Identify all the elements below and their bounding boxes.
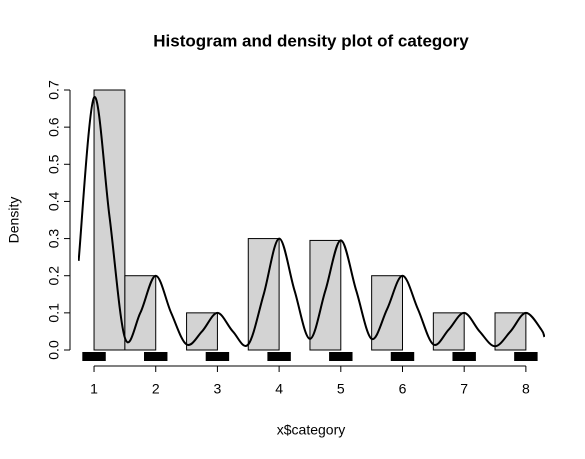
y-tick-label: 0.5 (46, 154, 62, 174)
x-tick-label: 3 (214, 381, 222, 397)
x-tick-label: 2 (152, 381, 160, 397)
x-tick-label: 7 (460, 381, 468, 397)
rug-mark (329, 352, 353, 361)
rug-mark (267, 352, 291, 361)
rug-mark (514, 352, 538, 361)
y-tick-label: 0.2 (46, 266, 62, 286)
y-tick-label: 0.7 (46, 80, 62, 100)
y-tick-label: 0.3 (46, 229, 62, 249)
rug-mark (82, 352, 106, 361)
density-line (78, 96, 545, 348)
rug-mark (144, 352, 168, 361)
x-tick-label: 8 (522, 381, 530, 397)
x-tick-label: 6 (399, 381, 407, 397)
rug-mark (452, 352, 476, 361)
y-axis-label: Density (6, 197, 22, 244)
rug-mark (205, 352, 230, 361)
y-tick-label: 0.1 (46, 303, 62, 323)
y-tick-label: 0.6 (46, 117, 62, 137)
rug-mark (390, 352, 415, 361)
x-axis-label: x$category (277, 422, 345, 438)
y-tick-label: 0.0 (46, 340, 62, 360)
x-tick-label: 4 (275, 381, 283, 397)
chart-title: Histogram and density plot of category (153, 31, 469, 50)
bar (371, 275, 403, 351)
y-tick-label: 0.4 (46, 191, 62, 211)
x-tick-label: 5 (337, 381, 345, 397)
x-tick-label: 1 (90, 381, 98, 397)
